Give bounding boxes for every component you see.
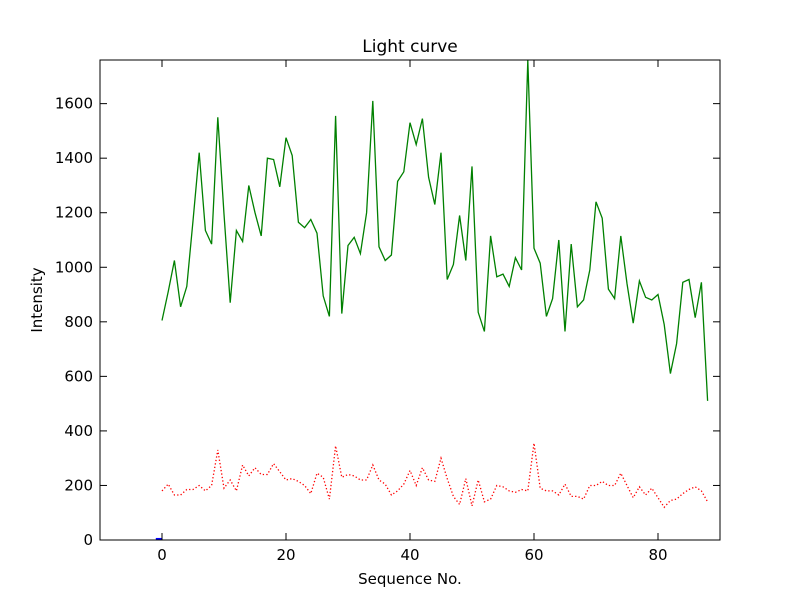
y-tick-label: 1400	[55, 149, 93, 167]
y-tick-label: 0	[83, 531, 93, 549]
x-tick-label: 20	[276, 546, 295, 564]
y-axis-label: Intensity	[28, 267, 46, 332]
series-line-1	[161, 443, 709, 509]
series-layer	[155, 59, 709, 541]
x-tick-label: 60	[524, 546, 543, 564]
x-tick-label: 0	[157, 546, 167, 564]
series-line-0	[161, 59, 709, 401]
y-tick-label: 1200	[55, 204, 93, 222]
x-tick-label: 80	[648, 546, 667, 564]
x-axis-label: Sequence No.	[358, 570, 462, 588]
y-tick-label: 200	[64, 476, 93, 494]
y-tick-label: 1000	[55, 258, 93, 276]
plot-frame	[99, 59, 721, 541]
y-tick-label: 800	[64, 313, 93, 331]
y-tick-label: 600	[64, 367, 93, 385]
x-tick-label: 40	[400, 546, 419, 564]
chart-title: Light curve	[362, 37, 457, 57]
y-tick-label: 1600	[55, 95, 93, 113]
y-tick-label: 400	[64, 422, 93, 440]
